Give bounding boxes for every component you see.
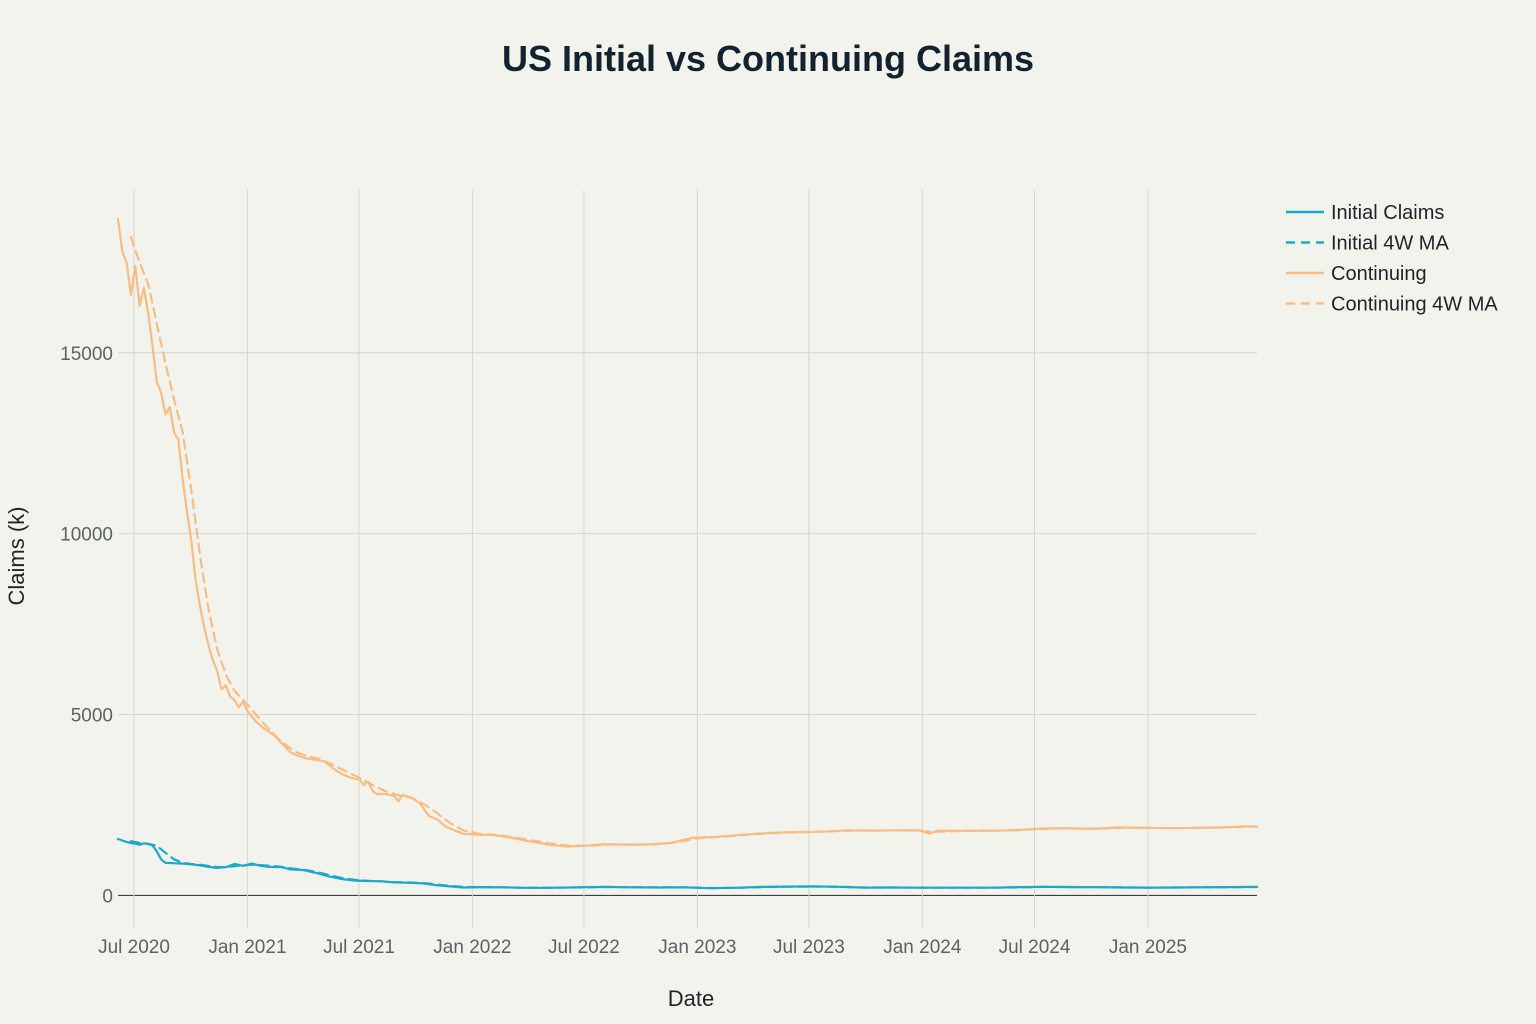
legend-item-initial-claims[interactable]: Initial Claims bbox=[1286, 202, 1444, 224]
y-axis-title: Claims (k) bbox=[4, 507, 29, 606]
series-line-initial-claims bbox=[116, 837, 1259, 890]
series-lines bbox=[116, 217, 1259, 890]
gridlines bbox=[118, 190, 1257, 928]
series-line-continuing-4w-ma bbox=[129, 235, 1259, 847]
legend-label: Continuing bbox=[1331, 263, 1427, 285]
x-tick-label: Jan 2022 bbox=[433, 937, 511, 958]
x-tick-label: Jul 2022 bbox=[548, 937, 620, 958]
axes: 0 5000 10000 15000 Jul 2020 Jan 2021 Jul 2021 J… bbox=[60, 344, 1187, 958]
x-tick-label: Jul 2023 bbox=[773, 937, 845, 958]
legend-label: Initial 4W MA bbox=[1331, 233, 1449, 255]
legend: Initial Claims Initial 4W MA Continuing Con… bbox=[1286, 202, 1498, 316]
x-tick-label: Jul 2024 bbox=[999, 937, 1071, 958]
x-axis-title: Date bbox=[668, 986, 714, 1011]
x-tick-label: Jul 2021 bbox=[323, 937, 395, 958]
legend-item-continuing-4w-ma[interactable]: Continuing 4W MA bbox=[1286, 294, 1498, 316]
x-tick-label: Jan 2023 bbox=[658, 937, 736, 958]
legend-item-initial-4w-ma[interactable]: Initial 4W MA bbox=[1286, 233, 1449, 255]
x-tick-label: Jan 2025 bbox=[1109, 937, 1187, 958]
x-tick-label: Jan 2024 bbox=[883, 937, 962, 958]
series-line-initial-4w-ma bbox=[129, 840, 1259, 890]
legend-item-continuing[interactable]: Continuing bbox=[1286, 263, 1427, 285]
y-tick-label: 5000 bbox=[71, 706, 113, 727]
x-tick-label: Jul 2020 bbox=[98, 937, 170, 958]
legend-label: Initial Claims bbox=[1331, 202, 1444, 224]
series-line-continuing bbox=[116, 217, 1259, 848]
y-tick-label: 15000 bbox=[60, 344, 113, 365]
y-tick-label: 10000 bbox=[60, 525, 113, 546]
x-tick-label: Jan 2021 bbox=[208, 937, 286, 958]
legend-label: Continuing 4W MA bbox=[1331, 294, 1498, 316]
chart-title: US Initial vs Continuing Claims bbox=[501, 38, 1035, 79]
y-tick-label: 0 bbox=[102, 886, 113, 907]
